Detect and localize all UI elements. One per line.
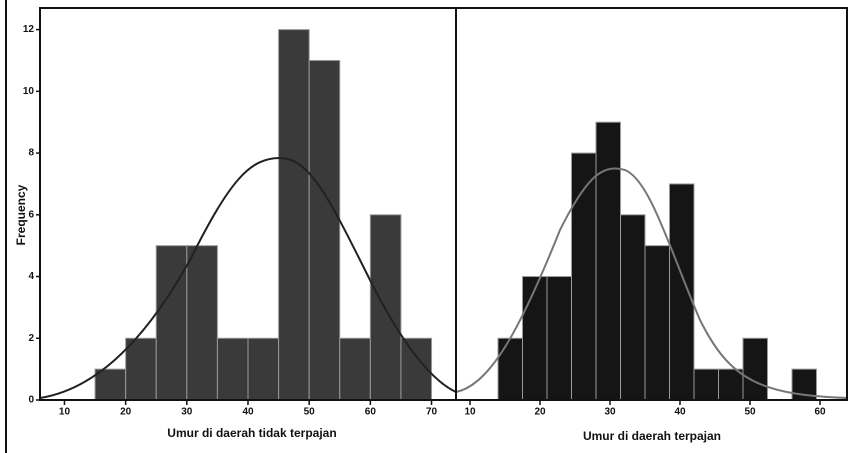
y-tick-label: 4: [28, 271, 34, 282]
x-tick-label: 40: [242, 407, 254, 418]
histogram-bar: [743, 338, 768, 400]
x-tick-label: 70: [426, 407, 438, 418]
x-axis-title: Umur di daerah tidak terpajan: [167, 426, 336, 440]
histogram-bar: [670, 184, 695, 400]
x-tick-label: 10: [59, 407, 71, 418]
y-tick-label: 0: [28, 395, 34, 406]
histogram-bar: [156, 246, 187, 400]
histogram-bar: [547, 277, 572, 400]
chart: Frequency Umur di daerah tidak terpajan …: [0, 0, 848, 453]
histogram-bar: [248, 338, 279, 400]
histogram-bar: [217, 338, 248, 400]
histogram-bar: [95, 369, 126, 400]
histogram-bar: [126, 338, 157, 400]
x-tick-label: 10: [464, 407, 476, 418]
x-tick-label: 60: [365, 407, 377, 418]
histogram-bar: [719, 369, 744, 400]
histogram-bar: [279, 30, 310, 400]
histogram-bar: [596, 122, 621, 400]
histogram-bar: [621, 215, 646, 400]
x-tick-label: 20: [534, 407, 546, 418]
y-tick-label: 12: [23, 24, 35, 35]
histogram-bar: [340, 338, 371, 400]
x-tick-label: 30: [181, 407, 193, 418]
histogram-bar: [498, 338, 523, 400]
x-tick-label: 40: [674, 407, 686, 418]
x-tick-label: 60: [814, 407, 826, 418]
histogram-bar: [523, 277, 548, 400]
y-tick-label: 2: [28, 333, 34, 344]
histogram-bar: [309, 60, 340, 400]
y-tick-label: 8: [28, 148, 34, 159]
y-tick-label: 6: [28, 209, 34, 220]
y-axis-title: Frequency: [14, 184, 28, 245]
y-tick-label: 10: [23, 86, 35, 97]
x-tick-label: 50: [744, 407, 756, 418]
x-tick-label: 20: [120, 407, 132, 418]
x-tick-label: 30: [604, 407, 616, 418]
histogram-bar: [187, 246, 218, 400]
x-axis-title: Umur di daerah terpajan: [583, 429, 721, 443]
histogram-bar: [370, 215, 401, 400]
histogram-bar: [645, 246, 670, 400]
histogram-bar: [694, 369, 719, 400]
x-tick-label: 50: [304, 407, 316, 418]
